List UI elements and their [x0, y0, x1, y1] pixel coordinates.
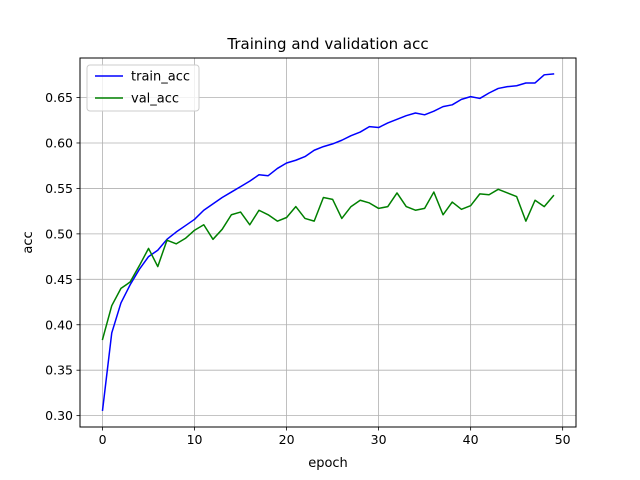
plot-frame [79, 57, 577, 428]
x-tick-label: 50 [555, 432, 571, 447]
y-tick-label: 0.45 [45, 272, 73, 287]
series-line-val-acc [101, 188, 555, 341]
y-tick-label: 0.35 [45, 363, 73, 378]
x-tick-label: 30 [371, 432, 387, 447]
y-tick-label: 0.30 [45, 408, 73, 423]
y-tick-label: 0.55 [45, 181, 73, 196]
x-tick-label: 40 [463, 432, 479, 447]
grid-lines [80, 58, 576, 427]
series-line-train-acc [101, 73, 555, 412]
x-tick-label: 0 [99, 432, 107, 447]
legend-label-train-acc: train_acc [131, 70, 190, 85]
x-axis-label: epoch [308, 456, 348, 471]
series-lines [101, 73, 555, 412]
y-axis-label: acc [21, 231, 36, 253]
legend: train_acc val_acc [86, 64, 200, 112]
axis-ticks: 0 10 20 30 40 50 0.30 0.35 0.40 0.45 0.50 0.55 0.60 0… [45, 90, 571, 447]
legend-label-val-acc: val_acc [131, 92, 179, 107]
y-tick-label: 0.50 [45, 226, 73, 241]
chart-title: Training and validation acc [226, 35, 428, 53]
x-tick-label: 20 [279, 432, 295, 447]
y-tick-label: 0.40 [45, 317, 73, 332]
y-tick-label: 0.65 [45, 90, 73, 105]
x-tick-label: 10 [187, 432, 203, 447]
y-tick-label: 0.60 [45, 135, 73, 150]
